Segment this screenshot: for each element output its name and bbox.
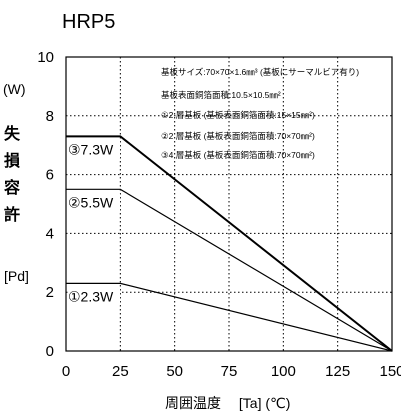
note-line-3: ①2 層基板 (基板表面銅箔面積:15×15㎜²)	[161, 110, 315, 120]
series-label-2: ②5.5W	[68, 194, 114, 210]
x-tick-label-25: 25	[112, 363, 129, 380]
series-labels: ①2.3W ②5.5W ③7.3W	[68, 140, 120, 306]
x-tick-label-125: 125	[325, 363, 350, 380]
x-tick-label-150: 150	[379, 363, 401, 380]
y-axis-unit: (W)	[3, 81, 26, 97]
x-tick-label-0: 0	[62, 363, 70, 380]
y-tick-label-6: 6	[46, 167, 54, 184]
series-label-bg-1	[68, 287, 120, 306]
series-line-3	[66, 135, 393, 352]
y-axis-title: 失 損 容 許	[3, 124, 21, 224]
y-axis-bracket-label: [Pd]	[4, 268, 29, 284]
series-label-1: ①2.3W	[68, 288, 114, 304]
series-label-bg-3	[68, 140, 120, 159]
y-tick-label-2: 2	[46, 284, 54, 301]
axis-ticks: 0 25 50 75 100 125 150 0 2 4 6 8 10	[37, 49, 401, 380]
note-line-4: ②2 層基板 (基板表面銅箔面積:70×70㎜²)	[161, 131, 315, 141]
y-tick-label-0: 0	[46, 343, 54, 360]
y-tick-label-8: 8	[46, 108, 54, 125]
y-axis-char-4: 許	[4, 205, 20, 224]
note-line-5: ③4 層基板 (基板表面銅箔面積:70×70㎜²)	[161, 150, 315, 160]
y-axis-char-1: 失	[4, 124, 21, 143]
series-label-3: ③7.3W	[68, 141, 114, 157]
y-axis-char-3: 容	[3, 178, 20, 197]
note-line-1: 基板サイズ:70×70×1.6㎜³ (基板にサーマルビア有り)	[161, 67, 359, 77]
chart-title: HRP5	[62, 11, 115, 33]
x-tick-label-75: 75	[221, 363, 238, 380]
note-line-2: 基板表面銅箔面積:10.5×10.5㎜²	[161, 90, 281, 100]
plot-area-frame	[65, 56, 393, 352]
grid-lines	[66, 57, 392, 351]
series-line-1	[66, 282, 393, 352]
x-tick-label-50: 50	[166, 363, 183, 380]
series-label-bg-2	[68, 193, 120, 212]
notes-block: 基板サイズ:70×70×1.6㎜³ (基板にサーマルビア有り) 基板表面銅箔面積…	[161, 67, 359, 160]
x-axis-title: 周囲温度 [Ta] (℃)	[165, 395, 290, 411]
series-lines	[66, 135, 393, 352]
y-tick-label-10: 10	[37, 49, 54, 66]
y-axis-char-2: 損	[4, 151, 21, 170]
y-tick-label-4: 4	[46, 225, 54, 242]
series-line-2	[66, 188, 393, 352]
x-tick-label-100: 100	[271, 363, 296, 380]
